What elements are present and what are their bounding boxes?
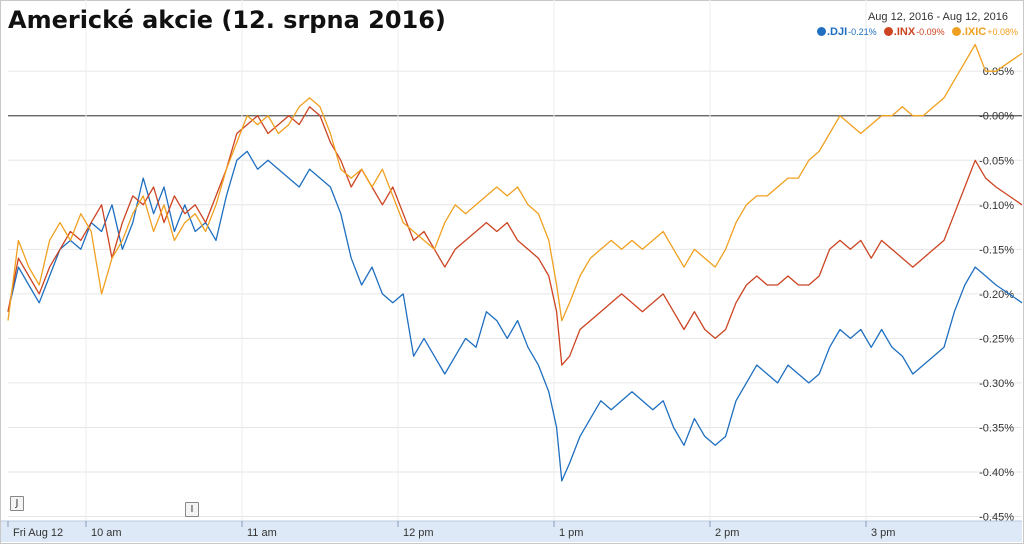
legend-dot-inx [883, 27, 893, 36]
x-tick-label: 1 pm [559, 527, 583, 539]
x-tick-label: 10 am [91, 527, 122, 539]
series-line-dji [7, 150, 1023, 482]
y-tick-label: -0.00% [979, 111, 1014, 123]
legend-dot-ixic [951, 27, 961, 36]
y-tick-label: -0.35% [979, 422, 1014, 434]
legend-change-inx: -0.09% [916, 27, 945, 37]
y-tick-label: -0.15% [979, 244, 1014, 256]
legend-item-inx[interactable]: .INX-0.09% [883, 26, 945, 38]
y-tick-label: -0.05% [979, 155, 1014, 167]
x-tick-label: 11 am [247, 527, 277, 539]
series-line-ixic [7, 43, 1023, 322]
legend-name-dji: .DJI [826, 26, 848, 38]
legend: .DJI-0.21% .INX-0.09% .IXIC+0.08% [813, 26, 1018, 38]
legend-item-ixic[interactable]: .IXIC+0.08% [951, 26, 1018, 38]
series-line-inx [7, 106, 1023, 366]
legend-item-dji[interactable]: .DJI-0.21% [816, 26, 877, 38]
legend-change-ixic: +0.08% [987, 27, 1018, 37]
y-tick-label: -0.30% [979, 378, 1014, 390]
event-marker-i[interactable]: I [185, 502, 199, 517]
chart-title: Americké akcie (12. srpna 2016) [8, 6, 446, 34]
event-marker-j[interactable]: J [10, 496, 24, 511]
date-range: Aug 12, 2016 - Aug 12, 2016 [867, 11, 1008, 23]
y-tick-label: -0.40% [979, 467, 1014, 479]
x-tick-label: Fri Aug 12 [13, 527, 63, 539]
y-tick-label: 0.05% [983, 66, 1014, 78]
y-tick-label: -0.20% [979, 289, 1014, 301]
y-tick-label: -0.25% [979, 333, 1014, 345]
legend-dot-dji [816, 27, 826, 36]
x-tick-label: 3 pm [871, 527, 895, 539]
legend-change-dji: -0.21% [848, 27, 877, 37]
x-axis-band [1, 521, 1022, 542]
legend-name-ixic: .IXIC [961, 26, 987, 38]
y-tick-label: -0.10% [979, 200, 1014, 212]
x-tick-label: 2 pm [715, 527, 739, 539]
x-tick-label: 12 pm [403, 527, 434, 539]
legend-name-inx: .INX [893, 26, 916, 38]
